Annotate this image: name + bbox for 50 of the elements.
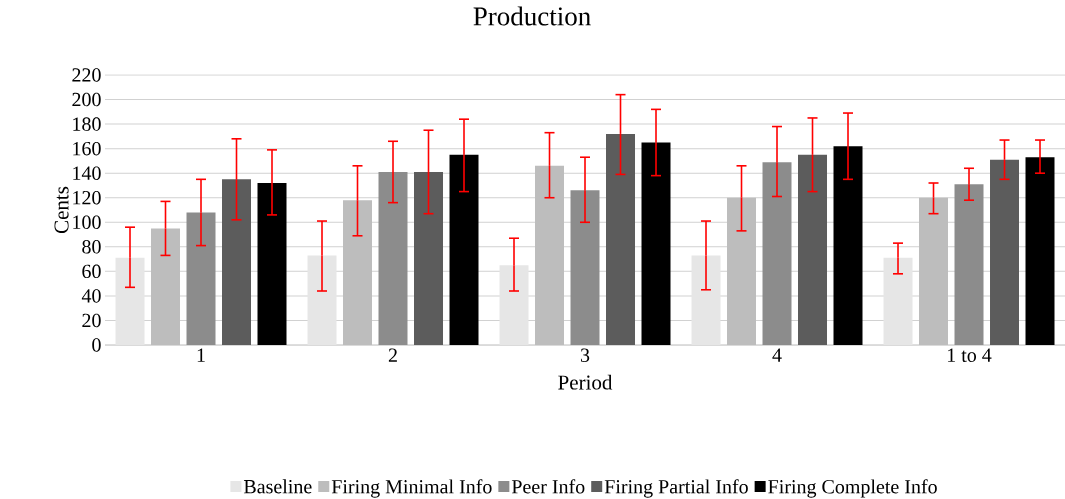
y-tick-label: 100 bbox=[73, 215, 101, 230]
y-tick-label: 200 bbox=[72, 92, 101, 107]
legend-label: Firing Minimal Info bbox=[331, 479, 492, 498]
bar bbox=[691, 255, 721, 345]
bar bbox=[257, 183, 287, 345]
x-tick-label: 4 bbox=[772, 348, 782, 362]
bar bbox=[222, 179, 251, 345]
y-tick-label: 140 bbox=[73, 166, 101, 180]
bar bbox=[954, 184, 984, 345]
legend-label: Peer Info bbox=[511, 479, 585, 494]
bar bbox=[919, 197, 949, 345]
legend-label: Baseline bbox=[243, 479, 312, 494]
y-tick-label: 180 bbox=[73, 117, 101, 131]
y-tick-label: 120 bbox=[73, 190, 101, 205]
x-tick-label: 1 to 4 bbox=[947, 348, 992, 362]
bar bbox=[343, 200, 373, 345]
bar bbox=[535, 165, 565, 345]
bar bbox=[762, 162, 792, 345]
bar bbox=[641, 142, 671, 345]
legend-label: Firing Complete Info bbox=[768, 479, 937, 498]
x-tick-label: 2 bbox=[388, 348, 397, 362]
bar bbox=[883, 257, 913, 345]
bar bbox=[186, 212, 216, 345]
y-tick-label: 60 bbox=[82, 264, 101, 279]
bar bbox=[449, 154, 479, 345]
y-tick-label: 160 bbox=[73, 141, 101, 156]
bar bbox=[307, 255, 337, 345]
bar bbox=[378, 171, 408, 345]
x-axis-title: Period bbox=[558, 374, 613, 390]
bar bbox=[570, 190, 600, 345]
bar bbox=[727, 197, 757, 345]
y-axis-title: Cents bbox=[54, 186, 69, 234]
y-tick-label: 20 bbox=[82, 313, 101, 328]
bar bbox=[833, 146, 863, 345]
chart-title: Production bbox=[473, 6, 591, 26]
legend-label: Firing Partial Info bbox=[604, 479, 748, 498]
bar bbox=[499, 265, 529, 345]
y-tick-label: 40 bbox=[81, 289, 101, 303]
bar bbox=[798, 154, 828, 345]
bar bbox=[606, 133, 635, 345]
bar bbox=[990, 159, 1020, 345]
bar bbox=[414, 171, 443, 345]
x-tick-label: 1 bbox=[197, 348, 205, 362]
bar bbox=[151, 228, 180, 345]
x-tick-label: 3 bbox=[580, 348, 590, 362]
y-tick-label: 220 bbox=[72, 68, 101, 82]
bar bbox=[115, 257, 145, 345]
y-tick-label: 80 bbox=[82, 240, 101, 254]
bar bbox=[1025, 157, 1055, 345]
y-tick-label: 0 bbox=[92, 338, 101, 352]
